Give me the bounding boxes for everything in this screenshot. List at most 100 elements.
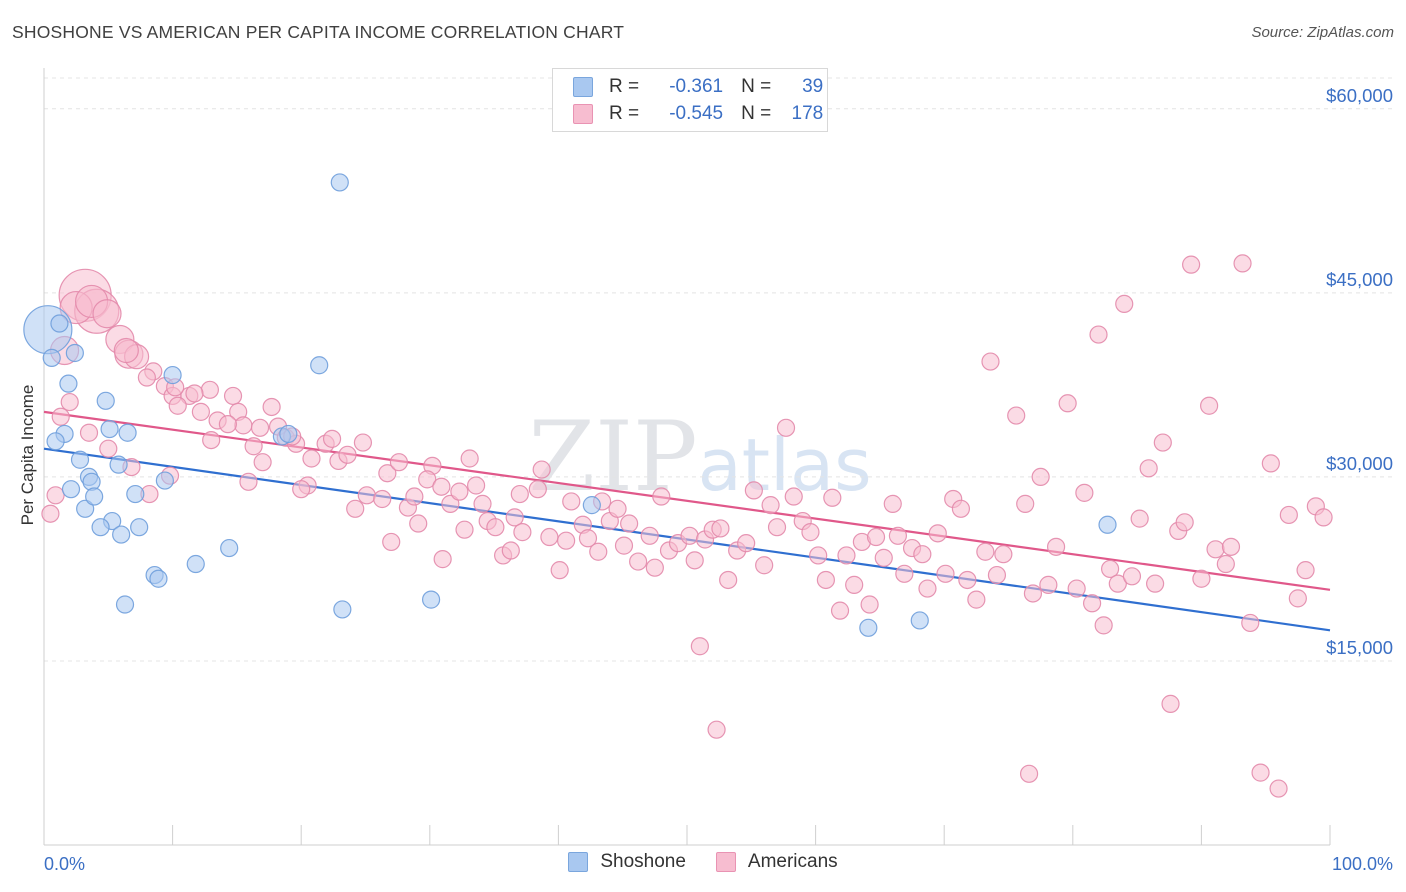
data-point [1023, 584, 1043, 603]
series-legend-shoshone[interactable]: Shoshone [568, 851, 686, 873]
data-point [1089, 325, 1108, 344]
data-point [823, 488, 842, 507]
data-point [1007, 406, 1026, 425]
data-point [239, 472, 258, 491]
data-point [1016, 494, 1035, 513]
data-point [338, 445, 357, 464]
series-swatch-shoshone [568, 852, 589, 872]
data-point [1039, 575, 1058, 594]
data-point [719, 570, 738, 590]
x-tick-label-max: 100.0% [1332, 854, 1393, 874]
data-point [262, 397, 281, 417]
data-point [801, 523, 820, 542]
data-point [1122, 567, 1142, 586]
data-point [845, 575, 864, 594]
data-point [1146, 574, 1165, 593]
data-point [50, 314, 69, 333]
data-point [1314, 508, 1333, 527]
data-point [253, 453, 272, 472]
grid-lines [44, 77, 1394, 662]
data-point [918, 579, 937, 598]
data-point [1296, 561, 1315, 580]
data-point [1031, 467, 1050, 487]
stats-legend: R = -0.361 N = 39 R = -0.545 N = 178 [552, 68, 828, 132]
data-point [895, 564, 914, 583]
data-point [130, 518, 149, 537]
data-point [200, 380, 219, 399]
series-swatch-americans [715, 852, 736, 872]
data-point [70, 450, 90, 469]
series-americans [41, 254, 1333, 798]
data-point [310, 356, 329, 375]
legend-r-value: -0.545 [669, 103, 724, 124]
data-point [1269, 779, 1288, 798]
data-point [1216, 554, 1235, 574]
data-point [888, 526, 908, 545]
data-point [1251, 763, 1270, 782]
data-point [302, 449, 321, 468]
data-point [755, 556, 774, 575]
data-point [1058, 394, 1077, 413]
series-legend: Shoshone Americans [0, 851, 1406, 873]
data-point [540, 527, 559, 547]
data-point [1115, 294, 1134, 313]
data-point [322, 429, 342, 448]
data-point [1094, 616, 1113, 635]
data-point [186, 554, 205, 574]
data-point [1221, 537, 1241, 556]
data-point [1241, 613, 1260, 633]
data-point [1067, 579, 1086, 598]
data-point [958, 570, 977, 590]
data-point [389, 453, 409, 472]
series-label-americans: Americans [747, 851, 838, 872]
legend-r-label: R = [609, 103, 640, 124]
data-point [1130, 509, 1149, 528]
data-point [330, 173, 349, 192]
data-point [505, 508, 524, 527]
data-point [1261, 454, 1280, 473]
data-point [532, 460, 551, 479]
data-point [346, 499, 365, 518]
data-point [510, 484, 529, 504]
legend-r-value: -0.361 [669, 76, 724, 97]
data-point [690, 637, 709, 656]
legend-row-americans: R = -0.545 N = 178 [573, 102, 823, 126]
series-label-shoshone: Shoshone [600, 851, 686, 872]
data-point [761, 496, 780, 515]
data-point [550, 561, 569, 580]
data-point [65, 343, 84, 363]
legend-n-label: N = [741, 76, 772, 97]
data-point [85, 487, 104, 506]
data-point [42, 348, 61, 367]
data-point [1206, 540, 1225, 559]
data-point [582, 496, 601, 515]
data-point [1046, 537, 1066, 556]
data-point [936, 564, 955, 583]
data-point [99, 439, 118, 458]
data-point [357, 486, 376, 505]
data-point [981, 352, 1000, 371]
data-point [486, 518, 505, 537]
data-point [707, 720, 726, 739]
data-point [82, 472, 101, 491]
data-point [353, 433, 373, 452]
data-point [96, 391, 115, 410]
data-point [866, 527, 886, 547]
data-points [23, 173, 1333, 798]
data-point [137, 368, 156, 387]
data-point [928, 524, 947, 543]
data-point [1279, 505, 1298, 525]
data-point [409, 514, 428, 533]
data-point [629, 552, 648, 571]
data-point [46, 432, 65, 451]
chart-title: SHOSHONE VS AMERICAN PER CAPITA INCOME C… [12, 22, 625, 42]
data-point [837, 546, 856, 565]
data-point [987, 565, 1007, 585]
data-point [92, 299, 122, 329]
y-tick-label: $15,000 [1326, 637, 1393, 658]
data-point [378, 464, 397, 483]
data-point [645, 558, 664, 577]
data-point [767, 518, 787, 537]
series-legend-americans[interactable]: Americans [715, 851, 838, 873]
legend-swatch-shoshone [573, 77, 593, 97]
